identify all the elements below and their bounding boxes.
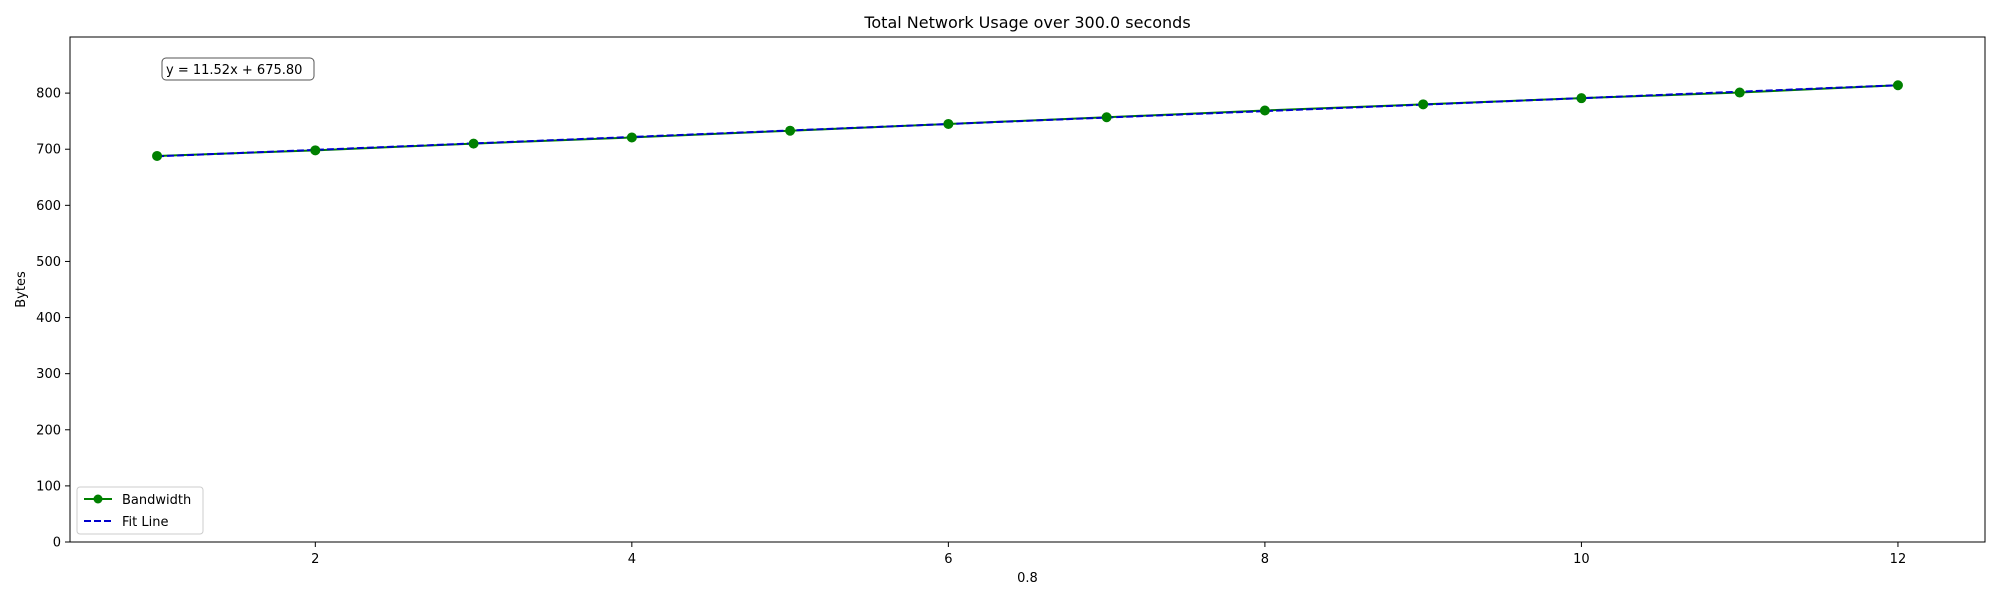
x-tick-label: 10 (1573, 552, 1590, 567)
data-point (943, 118, 954, 129)
equation-annotation: y = 11.52x + 675.80 (161, 57, 315, 81)
y-tick-label: 200 (36, 423, 61, 438)
x-tick-label: 12 (1890, 552, 1907, 567)
y-tick-label: 500 (36, 255, 61, 270)
data-point (785, 125, 796, 136)
y-tick-label: 100 (36, 479, 61, 494)
y-axis: 0 100 200 300 400 500 600 700 800 (36, 87, 70, 551)
plot-border (69, 36, 1986, 543)
x-axis: 2 4 6 8 10 12 (311, 542, 1906, 567)
legend-label-bandwidth: Bandwidth (122, 493, 191, 508)
legend: Bandwidth Fit Line (76, 486, 204, 535)
data-point (1101, 112, 1112, 123)
plot-area (69, 36, 1986, 543)
data-point (310, 145, 321, 156)
x-tick-label: 2 (311, 552, 319, 567)
y-tick-label: 700 (36, 143, 61, 158)
y-tick-label: 400 (36, 311, 61, 326)
legend-marker-bandwidth (93, 494, 103, 504)
y-tick-label: 0 (53, 536, 61, 551)
x-tick-label: 4 (628, 552, 636, 567)
data-point (1259, 105, 1270, 116)
y-tick-label: 600 (36, 199, 61, 214)
data-point (1734, 87, 1745, 98)
data-point (1892, 80, 1903, 91)
y-tick-label: 300 (36, 367, 61, 382)
data-point (626, 132, 637, 143)
x-axis-label: 0.8 (1017, 571, 1038, 586)
legend-label-fit: Fit Line (122, 515, 168, 530)
x-tick-label: 8 (1261, 552, 1269, 567)
x-tick-label: 6 (944, 552, 952, 567)
data-point (1418, 99, 1429, 110)
y-axis-label: Bytes (14, 271, 29, 308)
y-tick-label: 800 (36, 87, 61, 102)
data-point (152, 150, 163, 161)
fit-line (157, 84, 1898, 158)
chart-title: Total Network Usage over 300.0 seconds (863, 13, 1190, 32)
annotation-text: y = 11.52x + 675.80 (166, 63, 302, 78)
series-layer (152, 80, 1903, 161)
data-point (1576, 93, 1587, 104)
annotation-box (161, 57, 315, 81)
data-point (468, 138, 479, 149)
